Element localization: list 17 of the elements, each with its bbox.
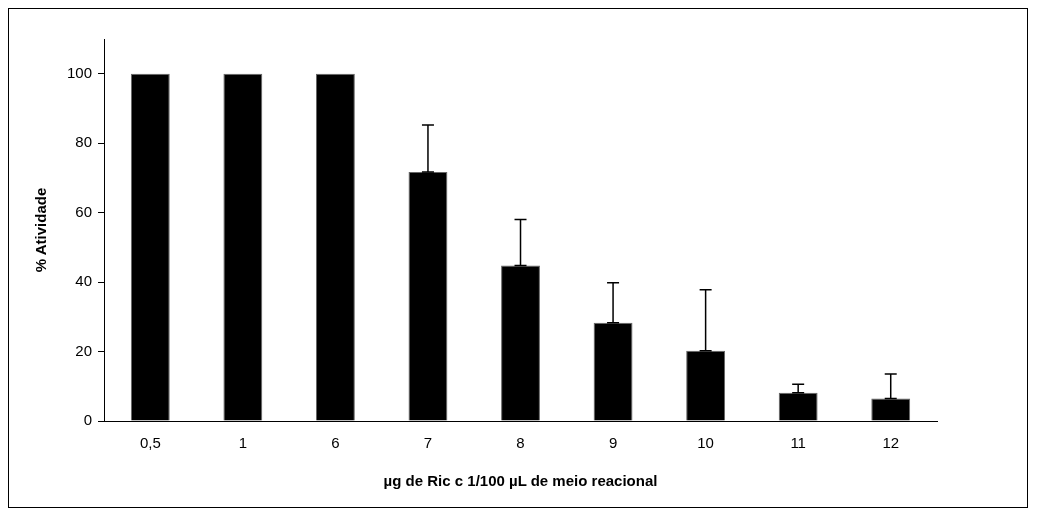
x-tick-label: 10 — [697, 434, 714, 452]
x-tick-label: 12 — [882, 434, 900, 452]
x-tick-label: 0,5 — [139, 434, 161, 452]
y-tick-label: 100 — [67, 63, 93, 81]
x-tick-label: 1 — [238, 434, 248, 452]
x-tick-label: 11 — [790, 434, 806, 452]
y-tick-label: 60 — [75, 202, 93, 220]
y-axis-title: % Atividade — [32, 187, 50, 273]
y-tick-label: 20 — [75, 341, 93, 359]
x-axis-title: µg de Ric c 1/100 µL de meio reacional — [383, 472, 658, 490]
y-tick-label: 80 — [75, 133, 93, 151]
y-tick-label: 0 — [83, 411, 93, 429]
x-tick-label: 7 — [423, 434, 433, 452]
y-tick-label: 40 — [75, 272, 93, 290]
x-tick-label: 8 — [516, 434, 525, 452]
x-tick-label: 9 — [608, 434, 618, 452]
x-tick-label: 6 — [331, 434, 340, 452]
